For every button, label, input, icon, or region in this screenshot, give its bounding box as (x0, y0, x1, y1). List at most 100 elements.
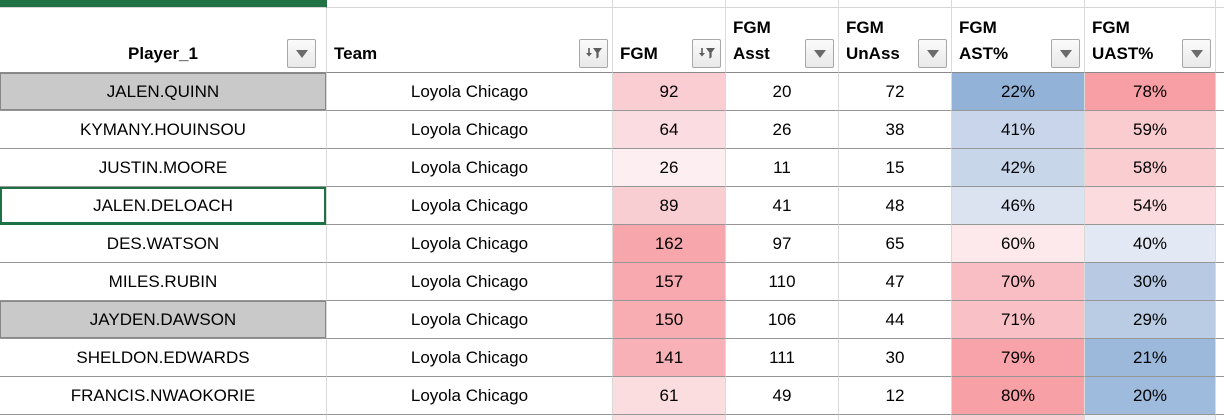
fgm-unass-cell[interactable]: 47 (839, 263, 952, 301)
header-text-line: UnAss (846, 44, 900, 63)
fgm-uast-pct-cell[interactable]: 29% (1085, 301, 1216, 339)
fgm-uast-pct-cell[interactable]: 30% (1085, 263, 1216, 301)
column-header-fgm[interactable]: FGM (613, 8, 726, 73)
player-cell[interactable]: KYMANY.HOUINSOU (0, 111, 327, 149)
player-cell[interactable]: JALEN.DELOACH (0, 187, 327, 225)
fgm-asst-cell[interactable]: 41 (726, 187, 839, 225)
fgm-asst-cell[interactable]: 111 (726, 339, 839, 377)
fgm-uast-pct-cell[interactable]: 54% (1085, 187, 1216, 225)
team-cell[interactable]: Loyola Chicago (327, 263, 613, 301)
header-text-line: FGM (846, 18, 884, 37)
header-text-line: FGM (959, 18, 997, 37)
edge-cell (1216, 111, 1224, 149)
filter-funnel-button-team[interactable] (579, 39, 608, 68)
fgm-unass-cell[interactable]: 44 (839, 301, 952, 339)
header-text-line: Player_1 (128, 44, 198, 63)
column-header-fgm_uast[interactable]: FGM UAST% (1085, 8, 1216, 73)
header-text-line: Team (334, 44, 378, 63)
fgm-cell[interactable]: 64 (613, 111, 726, 149)
player-cell[interactable]: JUSTIN.MOORE (0, 149, 327, 187)
filter-funnel-button-fgm[interactable] (692, 39, 721, 68)
fgm-unass-cell[interactable]: 12 (839, 377, 952, 415)
fgm-unass-cell[interactable]: 72 (839, 73, 952, 111)
fgm-cell[interactable]: 157 (613, 263, 726, 301)
filter-dropdown-button-player[interactable] (287, 39, 316, 68)
filter-dropdown-button-fgm_ast[interactable] (1051, 39, 1080, 68)
fgm-asst-cell[interactable]: 20 (726, 73, 839, 111)
fgm-uast-pct-cell[interactable]: 40% (1085, 225, 1216, 263)
cutoff-row-cell (952, 0, 1085, 8)
player-cell[interactable]: DES.WATSON (0, 225, 327, 263)
team-cell[interactable]: Loyola Chicago (327, 339, 613, 377)
fgm-unass-cell[interactable]: 48 (839, 187, 952, 225)
fgm-cell[interactable]: 89 (613, 187, 726, 225)
cutoff-row-cell (1085, 0, 1216, 8)
fgm-ast-pct-cell[interactable]: 41% (952, 111, 1085, 149)
fgm-asst-cell[interactable]: 97 (726, 225, 839, 263)
column-header-team[interactable]: Team (327, 8, 613, 73)
team-cell[interactable]: Loyola Chicago (327, 225, 613, 263)
fgm-uast-pct-cell[interactable]: 20% (1085, 377, 1216, 415)
fgm-ast-pct-cell[interactable]: 79% (952, 339, 1085, 377)
team-cell[interactable]: Loyola Chicago (327, 377, 613, 415)
fgm-ast-pct-cell[interactable]: 42% (952, 149, 1085, 187)
fgm-ast-pct-cell[interactable]: 71% (952, 301, 1085, 339)
column-header-label: Player_1 (128, 41, 198, 67)
fgm-ast-pct-cell[interactable]: 80% (952, 377, 1085, 415)
team-cell[interactable]: Loyola Chicago (327, 73, 613, 111)
fgm-unass-cell[interactable]: 38 (839, 111, 952, 149)
fgm-ast-pct-cell[interactable]: 60% (952, 225, 1085, 263)
fgm-uast-pct-cell[interactable]: 59% (1085, 111, 1216, 149)
column-header-fgm_asst[interactable]: FGM Asst (726, 8, 839, 73)
fgm-uast-pct-cell[interactable]: 58% (1085, 149, 1216, 187)
player-cell[interactable]: JAYDEN.DAWSON (0, 301, 327, 339)
fgm-unass-cell[interactable]: 15 (839, 149, 952, 187)
fgm-ast-pct-cell[interactable]: 22% (952, 73, 1085, 111)
fgm-asst-cell[interactable]: 106 (726, 301, 839, 339)
fgm-uast-pct-cell[interactable]: 78% (1085, 73, 1216, 111)
fgm-cell[interactable]: 26 (613, 149, 726, 187)
fgm-ast-pct-cell[interactable]: 70% (952, 263, 1085, 301)
column-header-player[interactable]: Player_1 (0, 8, 327, 73)
cutoff-bottom-row-cell (839, 415, 952, 420)
edge-cell (1216, 225, 1224, 263)
fgm-asst-cell[interactable]: 11 (726, 149, 839, 187)
column-header-fgm_ast[interactable]: FGM AST% (952, 8, 1085, 73)
fgm-unass-cell[interactable]: 65 (839, 225, 952, 263)
cutoff-bottom-row-cell (726, 415, 839, 420)
fgm-asst-cell[interactable]: 49 (726, 377, 839, 415)
fgm-unass-cell[interactable]: 30 (839, 339, 952, 377)
player-cell[interactable]: MILES.RUBIN (0, 263, 327, 301)
header-text-line: FGM (733, 18, 771, 37)
fgm-uast-pct-cell[interactable]: 21% (1085, 339, 1216, 377)
column-header-edge (1216, 8, 1224, 73)
player-cell[interactable]: FRANCIS.NWAOKORIE (0, 377, 327, 415)
filter-dropdown-button-fgm_asst[interactable] (805, 39, 834, 68)
header-text-line: FGM (620, 44, 658, 63)
fgm-cell[interactable]: 92 (613, 73, 726, 111)
fgm-asst-cell[interactable]: 26 (726, 111, 839, 149)
fgm-cell[interactable]: 141 (613, 339, 726, 377)
chevron-down-icon (926, 49, 939, 58)
edge-cell (1216, 149, 1224, 187)
fgm-ast-pct-cell[interactable]: 46% (952, 187, 1085, 225)
team-cell[interactable]: Loyola Chicago (327, 149, 613, 187)
filter-dropdown-button-fgm_unass[interactable] (918, 39, 947, 68)
chevron-down-icon (295, 49, 308, 58)
chevron-down-icon (1190, 49, 1203, 58)
team-cell[interactable]: Loyola Chicago (327, 187, 613, 225)
fgm-asst-cell[interactable]: 110 (726, 263, 839, 301)
column-header-label: FGM Asst (733, 15, 771, 67)
team-cell[interactable]: Loyola Chicago (327, 111, 613, 149)
team-cell[interactable]: Loyola Chicago (327, 301, 613, 339)
fgm-cell[interactable]: 162 (613, 225, 726, 263)
cutoff-bottom-row-cell (1085, 415, 1216, 420)
header-text-line: UAST% (1092, 44, 1154, 63)
filter-dropdown-button-fgm_uast[interactable] (1182, 39, 1211, 68)
cutoff-row-cell (613, 0, 726, 8)
fgm-cell[interactable]: 150 (613, 301, 726, 339)
column-header-fgm_unass[interactable]: FGM UnAss (839, 8, 952, 73)
fgm-cell[interactable]: 61 (613, 377, 726, 415)
player-cell[interactable]: JALEN.QUINN (0, 73, 327, 111)
player-cell[interactable]: SHELDON.EDWARDS (0, 339, 327, 377)
